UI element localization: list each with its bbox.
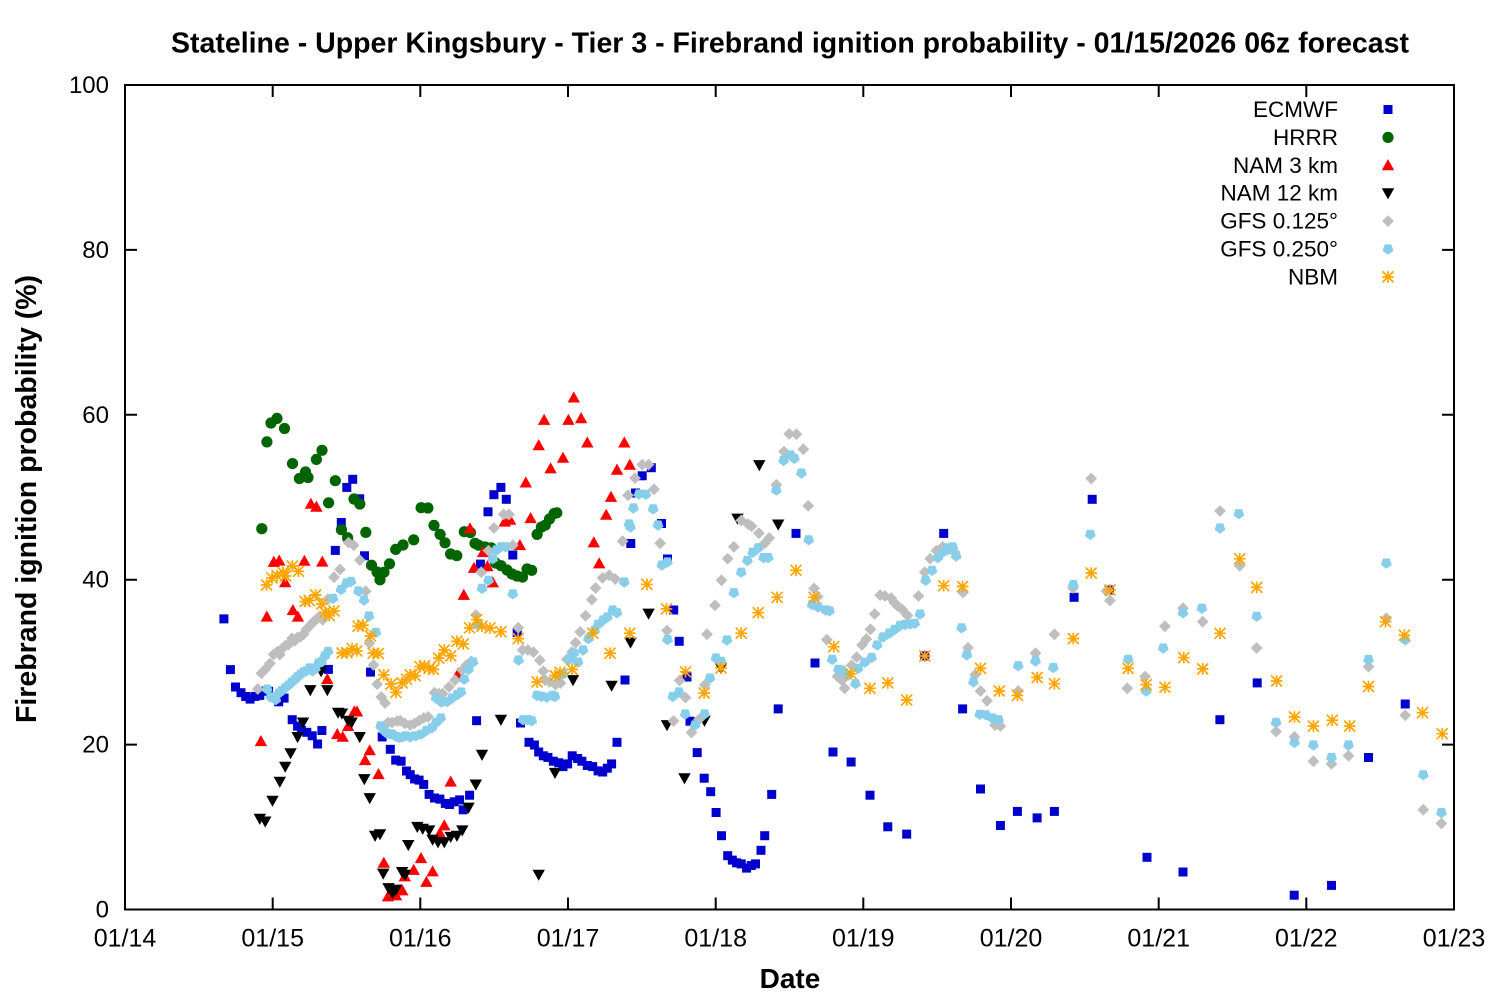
svg-text:60: 60 bbox=[82, 402, 109, 429]
svg-text:01/15: 01/15 bbox=[241, 925, 304, 953]
svg-text:01/23: 01/23 bbox=[1423, 925, 1486, 953]
svg-text:01/21: 01/21 bbox=[1127, 925, 1190, 953]
svg-text:20: 20 bbox=[82, 732, 109, 759]
svg-text:HRRR: HRRR bbox=[1273, 125, 1338, 150]
svg-text:Date: Date bbox=[760, 963, 821, 994]
svg-text:ECMWF: ECMWF bbox=[1253, 97, 1338, 122]
svg-text:NAM 12 km: NAM 12 km bbox=[1220, 181, 1338, 206]
svg-text:NAM 3 km: NAM 3 km bbox=[1233, 153, 1338, 178]
svg-text:01/22: 01/22 bbox=[1275, 925, 1338, 953]
svg-text:01/20: 01/20 bbox=[980, 925, 1043, 953]
svg-text:Stateline - Upper Kingsbury -: Stateline - Upper Kingsbury - Tier 3 - F… bbox=[171, 28, 1409, 60]
svg-text:01/18: 01/18 bbox=[684, 925, 747, 953]
svg-text:01/14: 01/14 bbox=[94, 925, 157, 953]
svg-text:GFS 0.250°: GFS 0.250° bbox=[1220, 237, 1338, 262]
svg-text:01/16: 01/16 bbox=[389, 925, 452, 953]
svg-text:GFS 0.125°: GFS 0.125° bbox=[1220, 209, 1338, 234]
svg-text:01/19: 01/19 bbox=[832, 925, 895, 953]
svg-text:40: 40 bbox=[82, 567, 109, 594]
svg-text:0: 0 bbox=[96, 897, 109, 924]
svg-text:100: 100 bbox=[69, 72, 109, 99]
svg-text:01/17: 01/17 bbox=[537, 925, 600, 953]
svg-text:Firebrand ignition probability: Firebrand ignition probability (%) bbox=[11, 275, 43, 723]
svg-text:NBM: NBM bbox=[1288, 264, 1338, 289]
svg-text:80: 80 bbox=[82, 237, 109, 264]
